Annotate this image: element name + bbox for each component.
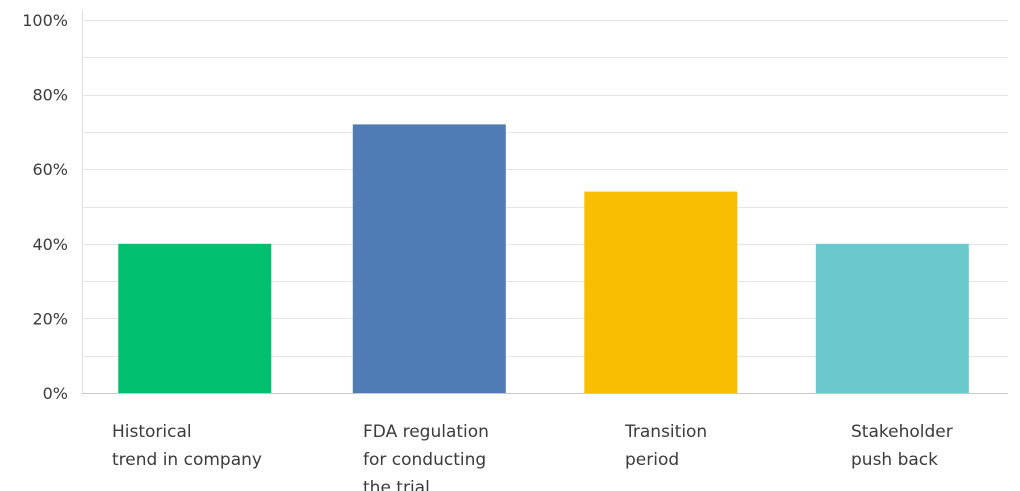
y-tick-label: 100%: [22, 11, 68, 30]
bar: [815, 243, 969, 393]
category-label: period: [625, 450, 679, 470]
y-tick-label: 20%: [32, 309, 68, 328]
category-label: Transition: [624, 422, 707, 442]
bar: [352, 124, 506, 394]
y-tick-label: 80%: [32, 86, 68, 105]
bars: [118, 124, 969, 394]
category-label: trend in company: [112, 450, 262, 470]
category-label: for conducting: [363, 450, 486, 470]
category-label: Historical: [112, 422, 192, 442]
category-label: the trial: [363, 478, 430, 491]
category-label: FDA regulation: [363, 422, 489, 442]
y-axis-tick-labels: 0% 20% 40% 60% 80% 100%: [22, 11, 68, 403]
y-tick-label: 0%: [43, 384, 68, 403]
category-label: Stakeholder: [851, 422, 953, 442]
category-label: push back: [851, 450, 938, 470]
y-tick-label: 60%: [32, 160, 68, 179]
bar: [118, 243, 272, 393]
bar: [584, 191, 738, 393]
x-axis-category-labels: Historical trend in company FDA regulation…: [112, 422, 953, 491]
y-tick-label: 40%: [32, 235, 68, 254]
